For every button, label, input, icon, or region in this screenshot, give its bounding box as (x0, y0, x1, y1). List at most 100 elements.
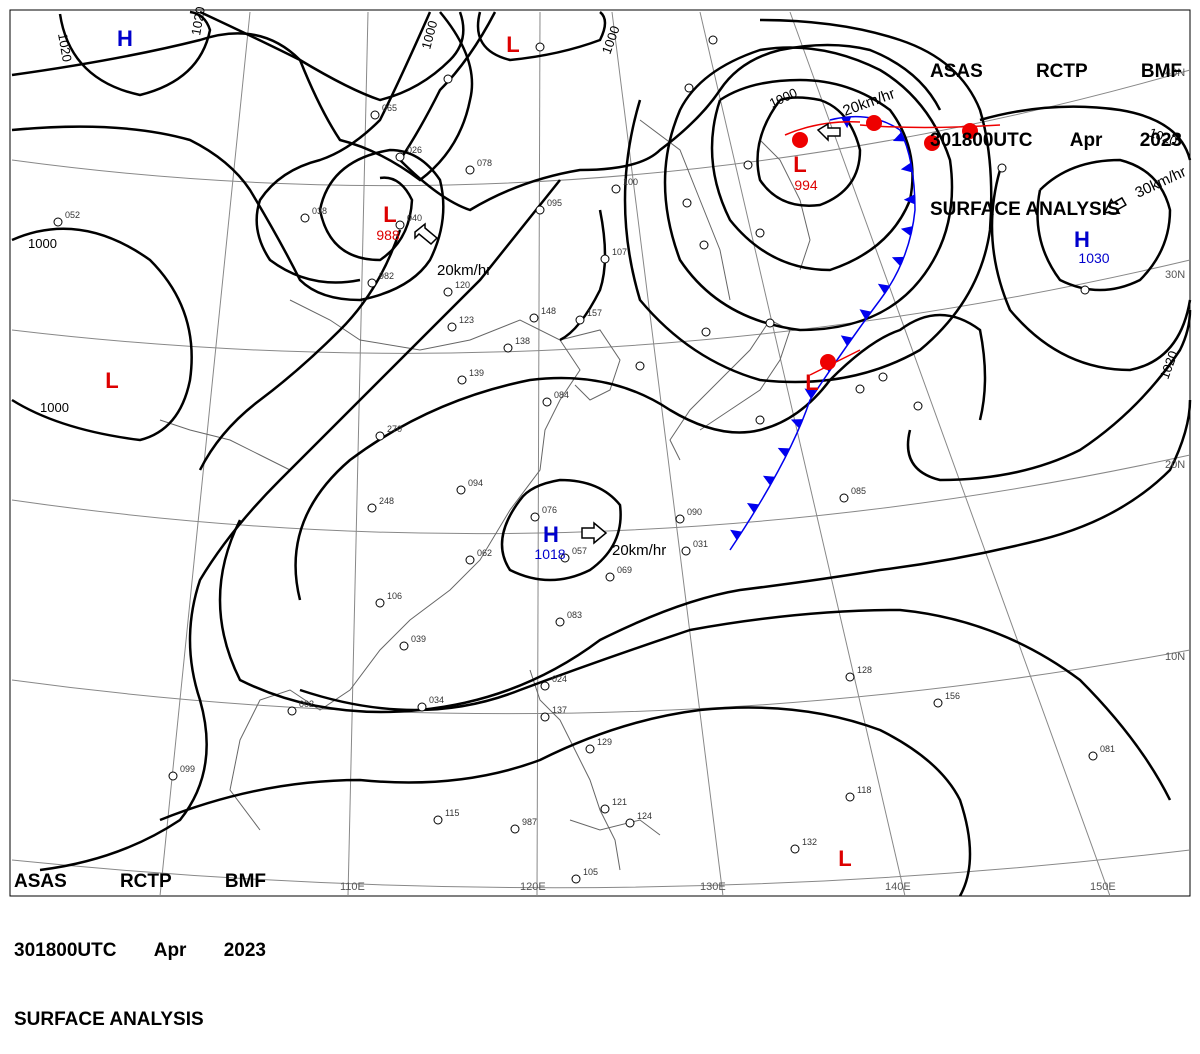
station-pressure-label: 062 (477, 548, 492, 558)
station-pressure-label: 132 (802, 837, 817, 847)
svg-text:30N: 30N (1165, 269, 1185, 281)
station-pressure-label: 137 (552, 705, 567, 715)
station-pressure-label: 120 (455, 280, 470, 290)
cold-front-triangle (877, 283, 890, 294)
office-label: BMF (1140, 61, 1182, 82)
station-label: RCTP (119, 871, 172, 892)
isobar (500, 478, 622, 582)
station-pressure-label: 115 (445, 808, 459, 818)
low-marker: L (506, 32, 519, 57)
isobar (979, 105, 1192, 161)
low-marker: L (805, 370, 818, 395)
station-pressure-label: 090 (687, 507, 702, 517)
high-pressure-value: 1018 (534, 546, 565, 562)
product-label: SURFACE ANALYSIS (14, 1009, 204, 1030)
high-marker: H (1074, 227, 1090, 252)
isobar (990, 169, 1192, 372)
cold-front-triangle (804, 388, 817, 399)
isobar (1036, 158, 1172, 292)
station-pressure-label: 094 (468, 478, 483, 488)
isobar (198, 229, 402, 471)
cold-front-triangle (903, 194, 915, 205)
cold-front-triangle (859, 309, 872, 320)
isobar (11, 125, 445, 302)
cold-front-triangle (900, 226, 913, 236)
svg-text:1000: 1000 (418, 19, 440, 51)
longitude-labels: 110E 120E 130E 140E 150E (340, 881, 1116, 893)
isobar (476, 11, 607, 62)
station-pressure-label: 987 (522, 817, 537, 827)
station-pressure-label: 052 (65, 210, 80, 220)
station-pressure-label: 982 (379, 271, 394, 281)
station-pressure-label: 078 (477, 158, 492, 168)
isobar (58, 10, 212, 97)
motion-arrows (414, 122, 1127, 545)
station-pressure-label: 100 (623, 177, 638, 187)
station-pressure-label: 024 (552, 674, 567, 684)
datetime-label: 301800UTC (14, 940, 117, 961)
pressure-systems: H L L 988 L 994 H 1030 L H 1018 L L (105, 26, 1110, 871)
month-label: Apr (1069, 130, 1103, 151)
isobar (218, 399, 1192, 714)
isobar (906, 309, 1192, 482)
station-pressure-label: 107 (612, 247, 627, 257)
isobar (623, 18, 993, 384)
station-pressure-label: 105 (583, 867, 598, 877)
station-pressure-label: 129 (597, 737, 612, 747)
station-pressure-label: 076 (542, 505, 557, 515)
station-pressure-label: 039 (411, 634, 426, 644)
agency-label: ASAS (930, 61, 983, 82)
surface-analysis-map: H L L 988 L 994 H 1030 L H 1018 L L 1020… (9, 5, 1192, 897)
cold-front-triangle (840, 335, 853, 346)
year-label: 2023 (223, 940, 266, 961)
station-markers (53, 35, 1098, 884)
svg-text:20N: 20N (1165, 459, 1185, 471)
svg-text:110E: 110E (340, 881, 365, 893)
station-pressure-label: 121 (612, 797, 627, 807)
station-pressure-label: 156 (945, 691, 960, 701)
svg-text:40N: 40N (1165, 67, 1185, 79)
low-pressure-value: 988 (376, 227, 400, 243)
low-pressure-value: 994 (794, 177, 818, 193)
isobar (710, 78, 914, 272)
station-pressure-label: 038 (312, 206, 327, 216)
station-pressure-label: 128 (857, 665, 872, 675)
svg-text:1000: 1000 (28, 236, 57, 251)
station-pressure-label: 065 (382, 103, 397, 113)
header-bottom-left: ASAS RCTP BMF 301800UTC Apr 2023 SURFACE… (14, 824, 266, 1054)
station-pressure-label: 138 (515, 336, 530, 346)
station-pressure-label: 084 (554, 390, 569, 400)
station-pressure-label: 270 (387, 424, 402, 434)
station-pressure-label: 002 (299, 699, 314, 709)
cold-front (729, 115, 916, 551)
office-label: BMF (224, 871, 266, 892)
low-marker: L (838, 846, 851, 871)
arrow-right-icon (414, 222, 439, 246)
high-pressure-value: 1030 (1078, 250, 1109, 266)
station-label: RCTP (1035, 61, 1088, 82)
low-marker: L (793, 152, 806, 177)
cold-front-triangle (891, 256, 904, 267)
cold-front-triangle (730, 529, 743, 540)
isobar (294, 313, 987, 601)
station-pressure-label: 106 (387, 591, 402, 601)
arrow-right-icon (581, 521, 608, 545)
isobar (199, 10, 465, 102)
agency-label: ASAS (14, 871, 67, 892)
station-pressure-label: 081 (1100, 744, 1115, 754)
station-pressure-label: 040 (407, 213, 422, 223)
isobar (11, 227, 193, 442)
svg-text:1000: 1000 (767, 85, 800, 111)
station-pressure-label: 157 (587, 308, 602, 318)
svg-text:150E: 150E (1090, 881, 1116, 893)
high-marker: H (117, 26, 133, 51)
cold-front-triangle (892, 132, 905, 142)
svg-text:20km/hr: 20km/hr (612, 542, 666, 559)
meridians (159, 11, 1111, 897)
isobar (559, 209, 607, 342)
high-marker: H (543, 522, 559, 547)
latitude-labels: 40N 30N 20N 10N (1165, 67, 1185, 663)
isobar (255, 11, 432, 284)
arrow-right-icon (816, 122, 841, 142)
warm-front (784, 115, 1001, 376)
